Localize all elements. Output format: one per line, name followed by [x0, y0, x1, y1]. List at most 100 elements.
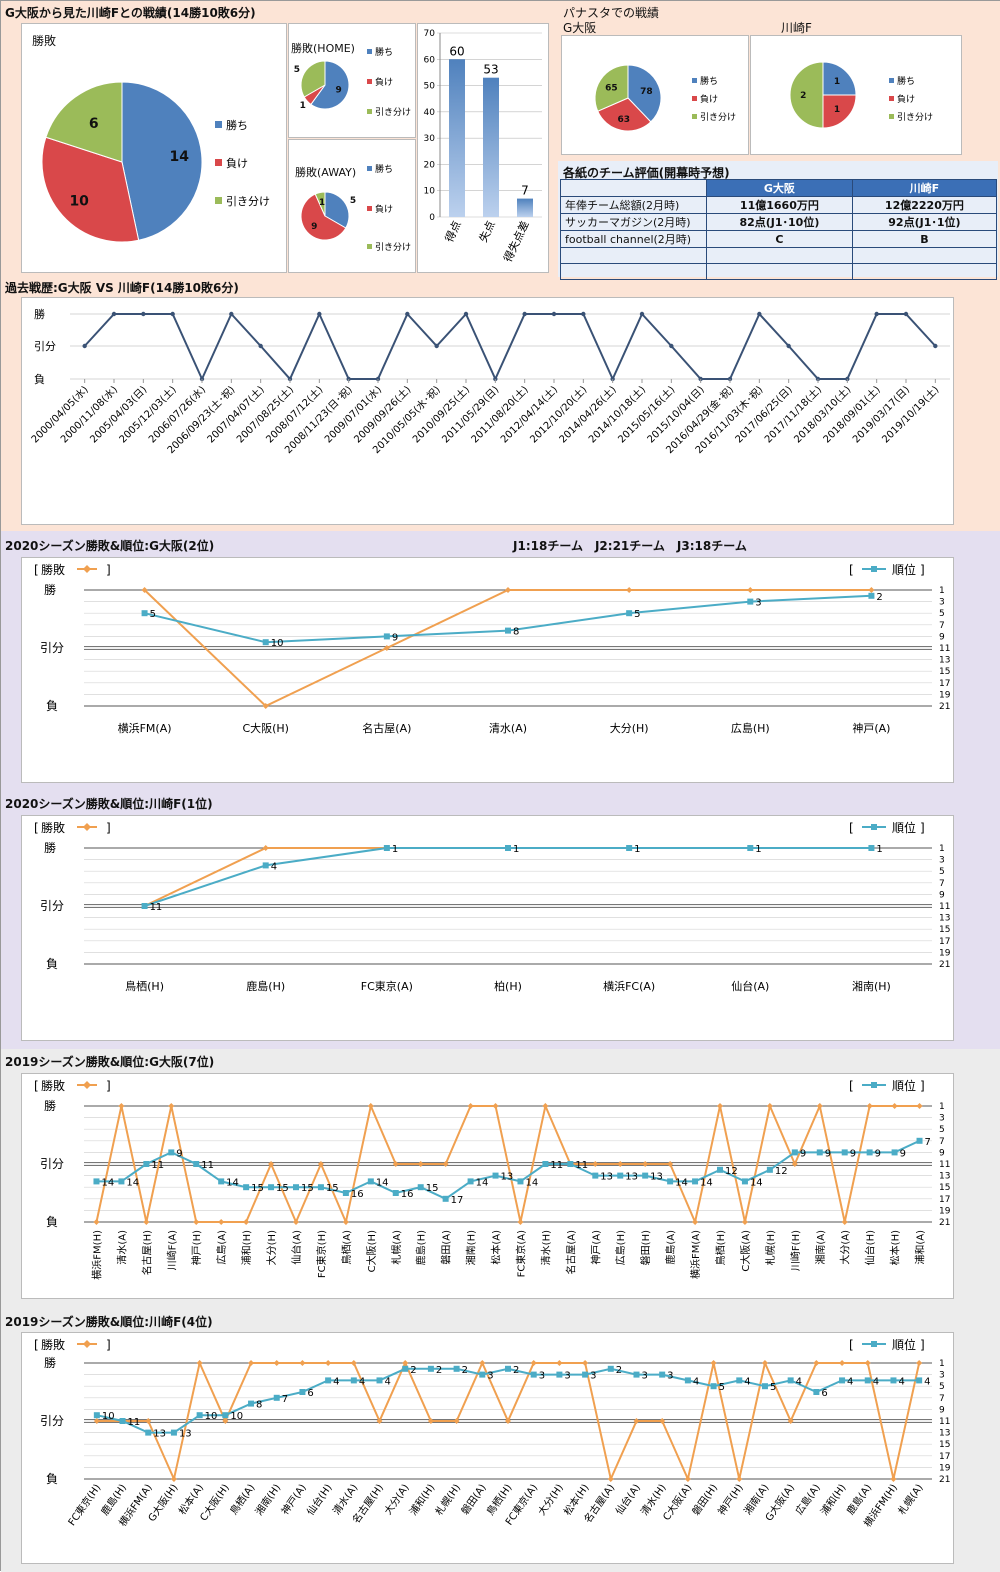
legend-winloss-marker [83, 565, 91, 573]
pie-slice [300, 60, 326, 98]
y-tick-label: 10 [424, 187, 436, 197]
pie-slice [789, 61, 824, 129]
legend-bracket-left: [ [34, 1079, 39, 1093]
y-tick-label: 70 [424, 29, 436, 39]
rank-data-label: 10 [271, 638, 284, 649]
evaluation-value: 92点(J1･1位) [851, 213, 998, 231]
y-tick-label: 60 [424, 55, 436, 65]
winloss-point [617, 1161, 624, 1167]
legend-bracket-right: ] [920, 821, 925, 835]
x-tick-label: 仙台(H) [304, 1481, 335, 1517]
legend-loss: 負け [375, 203, 393, 215]
legend-draw: 引き分け [226, 194, 270, 208]
k2020-box: [勝敗][順位] 1 3 5 7 9 11 13 15 17 19 21 勝引分負 11 4 1 1 1 1 1 鳥栖(… [21, 815, 954, 1041]
bar [483, 77, 499, 217]
bar-data-label: 7 [521, 184, 529, 198]
legend-winloss-label: 勝敗 [41, 562, 65, 577]
rank-point [299, 1389, 306, 1395]
rank-point [93, 1178, 100, 1185]
rank-point [119, 1418, 126, 1424]
y-tick-label: 20 [424, 160, 436, 170]
rank-tick-label: 1 [939, 1102, 945, 1112]
legend-swatch-draw [215, 197, 222, 204]
rank-point [868, 845, 875, 851]
x-tick-label: C大阪(A) [739, 1230, 752, 1272]
rank-tick-label: 5 [939, 1125, 945, 1135]
rank-point [530, 1371, 537, 1378]
rank-point [168, 1149, 175, 1156]
rank-point [717, 1166, 723, 1173]
rank-data-label: 15 [426, 1183, 439, 1194]
winloss-point [93, 1219, 100, 1225]
x-tick-label: FC東京(H) [65, 1481, 103, 1528]
legend-draw: 引き分け [700, 112, 736, 123]
panasuta-kawasaki-box: 1 1 2 勝ち 負け 引き分け [750, 35, 962, 155]
rank-tick-label: 5 [939, 609, 945, 619]
rank-tick-label: 9 [939, 632, 945, 642]
y-tick-label: 引分 [40, 1157, 64, 1171]
x-tick-label: 神戸(H) [715, 1481, 746, 1517]
legend-rank-label: 順位 [892, 562, 916, 577]
winloss-line [144, 847, 872, 907]
rank-data-label: 6 [821, 1388, 827, 1399]
x-tick-label: 浦和(H) [818, 1481, 849, 1517]
rank-tick-label: 19 [939, 1463, 951, 1473]
evaluation-header-blank [560, 179, 707, 197]
x-tick-label: 広島(A) [215, 1230, 228, 1265]
legend-bracket-left: [ [34, 563, 39, 577]
data-point [786, 343, 791, 349]
history-line-chart: 勝引分負2000/04/05(水)2000/11/08(水)2005/04/03… [29, 307, 950, 456]
rank-point [626, 610, 633, 617]
x-tick-label: 大分(A) [839, 1230, 852, 1265]
legend-winloss-marker [83, 1081, 91, 1089]
rank-tick-label: 3 [939, 1371, 945, 1381]
winloss-point [607, 1476, 614, 1482]
y-tick-label: 勝 [44, 1355, 56, 1370]
winloss-point [710, 1360, 717, 1366]
data-point [933, 343, 938, 349]
x-tick-label: 湘南(H) [252, 1481, 283, 1517]
evaluation-row: 年俸チーム総額(2月時) 11億1660万円 12億2220万円 [560, 196, 998, 214]
evaluation-row-empty [560, 263, 998, 280]
winloss-point [479, 1360, 486, 1366]
rank-tick-label: 19 [939, 948, 951, 958]
rank-tick-label: 7 [939, 621, 945, 631]
pie-data-label: 6 [89, 116, 99, 132]
rank-data-label: 4 [744, 1376, 750, 1387]
rank-data-label: 10 [230, 1411, 243, 1422]
rank-point [467, 1178, 474, 1185]
winloss-point [866, 1103, 873, 1109]
home-pie-box: 勝敗(HOME) 9 1 5 勝ち 負け 引き分け [288, 23, 416, 138]
legend-swatch-loss [215, 159, 222, 166]
rank-tick-label: 5 [939, 1382, 945, 1392]
rank-point [248, 1400, 255, 1407]
rank-data-label: 4 [796, 1376, 802, 1387]
winloss-point [262, 845, 269, 851]
winloss-point [376, 1418, 383, 1424]
rank-data-label: 2 [513, 1365, 519, 1376]
legend-bracket-right: ] [920, 1338, 925, 1352]
y-tick-label: 負 [34, 373, 45, 386]
rank-point [642, 1172, 649, 1179]
winloss-point [442, 1161, 449, 1167]
rank-data-label: 5 [719, 1382, 725, 1393]
series-line [83, 311, 937, 382]
x-tick-label: FC東京(A) [514, 1230, 527, 1277]
legend-loss: 負け [897, 93, 915, 105]
pie-slices: 78 63 65 [594, 64, 662, 132]
rank-point [427, 1365, 434, 1372]
winloss-point [864, 1360, 871, 1366]
legend-swatch-draw [367, 244, 372, 249]
winloss-point [766, 1103, 773, 1109]
panasuta-team2: 川崎F [781, 21, 812, 35]
winloss-point [268, 1161, 275, 1167]
x-tick-label: 名古屋(A) [362, 721, 411, 735]
pie-data-label: 10 [69, 193, 89, 209]
legend-swatch-draw [367, 109, 372, 114]
legend-bracket-right: ] [106, 563, 111, 577]
y-tick-label: 引分 [40, 641, 64, 655]
rank-point [592, 1172, 599, 1179]
rank-data-label: 4 [873, 1376, 879, 1387]
legend-bracket-left: [ [849, 1079, 854, 1093]
rank-point [766, 1166, 773, 1173]
